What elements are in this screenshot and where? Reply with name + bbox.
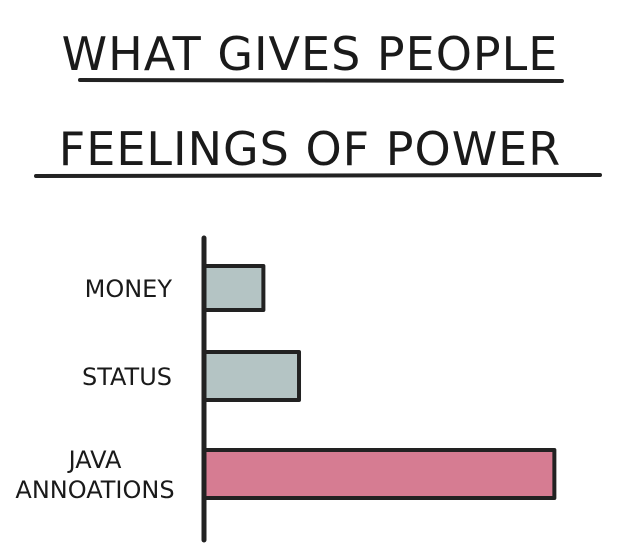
category-label: JAVA bbox=[67, 446, 122, 474]
category-label: ANNOATIONS bbox=[15, 476, 174, 504]
chart-title-line: WHAT GIVES PEOPLE bbox=[62, 27, 559, 81]
bar bbox=[202, 448, 557, 500]
bar bbox=[202, 350, 302, 402]
chart-title: WHAT GIVES PEOPLE FEELINGS OF POWER bbox=[34, 27, 602, 178]
title-underline bbox=[34, 173, 602, 178]
chart-title-line: FEELINGS OF POWER bbox=[59, 122, 561, 176]
category-label: MONEY bbox=[85, 275, 173, 303]
category-label: STATUS bbox=[82, 363, 172, 391]
bar bbox=[202, 264, 266, 312]
title-underline bbox=[78, 78, 564, 83]
bars bbox=[202, 264, 557, 500]
